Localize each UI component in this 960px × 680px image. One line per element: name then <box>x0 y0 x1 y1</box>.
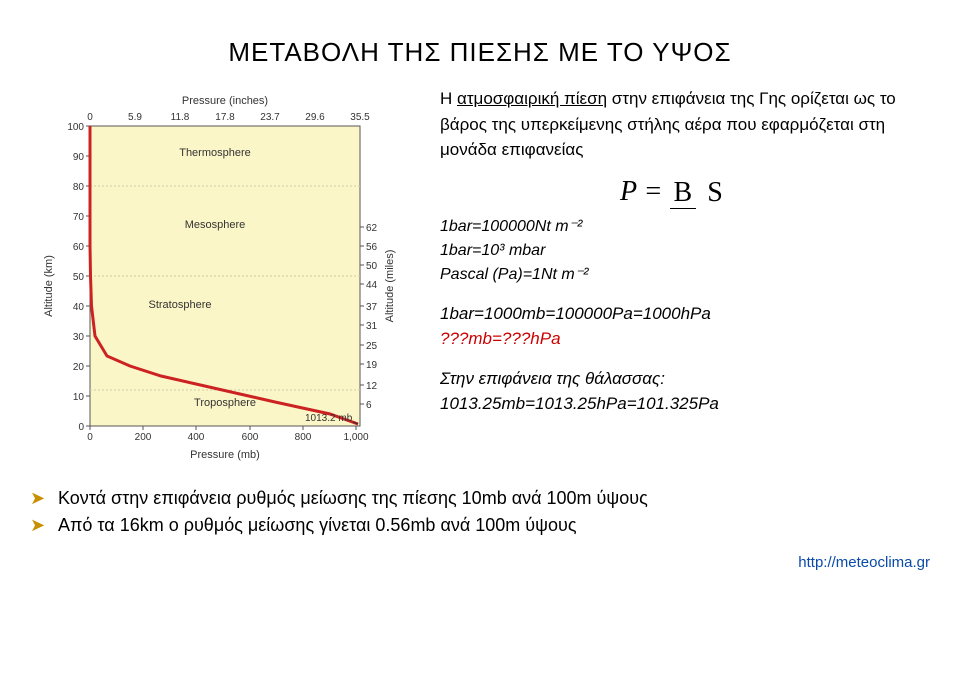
svg-text:0: 0 <box>87 432 93 443</box>
svg-text:44: 44 <box>366 280 378 291</box>
svg-text:29.6: 29.6 <box>305 112 325 123</box>
unit-question: ???mb=???hPa <box>440 326 930 352</box>
def-bar-nt: 1bar=100000Nt m⁻² <box>440 215 930 239</box>
svg-text:1,000: 1,000 <box>343 432 368 443</box>
svg-text:60: 60 <box>73 242 85 253</box>
y-label-right: Altitude (miles) <box>384 250 396 323</box>
y-axis-miles: 6 12 19 25 31 37 44 50 56 62 <box>366 223 378 411</box>
pressure-formula: P = B S <box>620 171 930 213</box>
svg-text:800: 800 <box>295 432 312 443</box>
surface-marker: 1013.2 mb <box>305 413 353 424</box>
svg-text:400: 400 <box>188 432 205 443</box>
x-label-top: Pressure (inches) <box>182 95 268 107</box>
svg-text:0: 0 <box>78 422 84 433</box>
svg-text:31: 31 <box>366 321 378 332</box>
formula-num: B <box>670 177 697 209</box>
def-bar-mbar: 1bar=10³ mbar <box>440 239 930 263</box>
def-pascal: Pascal (Pa)=1Nt m⁻² <box>440 263 930 287</box>
sea-surface-label: Στην επιφάνεια της θάλασσας: <box>440 366 930 392</box>
bullet-1: ➤ Κοντά στην επιφάνεια ρυθμός μείωσης τη… <box>30 488 930 509</box>
svg-text:23.7: 23.7 <box>260 112 280 123</box>
svg-text:25: 25 <box>366 341 378 352</box>
stratosphere-label: Stratosphere <box>149 299 212 311</box>
svg-text:5.9: 5.9 <box>128 112 142 123</box>
formula-den: S <box>703 177 727 208</box>
svg-text:0: 0 <box>87 112 93 123</box>
svg-text:6: 6 <box>366 400 372 411</box>
mesosphere-label: Mesosphere <box>185 219 246 231</box>
svg-text:56: 56 <box>366 242 378 253</box>
sea-surface-block: Στην επιφάνεια της θάλασσας: 1013.25mb=1… <box>440 366 930 417</box>
svg-text:19: 19 <box>366 360 378 371</box>
footer-link[interactable]: http://meteoclima.gr <box>30 554 930 571</box>
bullet-list: ➤ Κοντά στην επιφάνεια ρυθμός μείωσης τη… <box>30 488 930 536</box>
x-axis-mb: 0 200 400 600 800 1,000 <box>87 432 369 443</box>
bullet-2-text: Από τα 16km o ρυθμός μείωσης γίνεται 0.5… <box>58 515 577 536</box>
unit-definitions: 1bar=100000Nt m⁻² 1bar=10³ mbar Pascal (… <box>440 215 930 287</box>
x-axis-inches: 0 5.9 11.8 17.8 23.7 29.6 35.5 <box>87 112 370 123</box>
bullet-1-text: Κοντά στην επιφάνεια ρυθμός μείωσης της … <box>58 488 648 509</box>
svg-text:50: 50 <box>366 261 378 272</box>
svg-text:17.8: 17.8 <box>215 112 235 123</box>
formula-eq: = <box>644 176 663 207</box>
svg-text:11.8: 11.8 <box>171 112 190 123</box>
svg-text:37: 37 <box>366 302 378 313</box>
troposphere-label: Troposphere <box>194 397 256 409</box>
sea-surface-value: 1013.25mb=1013.25hPa=101.325Pa <box>440 391 930 417</box>
svg-text:12: 12 <box>366 381 378 392</box>
svg-text:10: 10 <box>73 392 85 403</box>
svg-text:50: 50 <box>73 272 85 283</box>
svg-text:80: 80 <box>73 182 85 193</box>
formula-lhs: P <box>620 176 637 207</box>
svg-text:30: 30 <box>73 332 85 343</box>
svg-text:200: 200 <box>135 432 152 443</box>
unit-equivalence: 1bar=1000mb=100000Pa=1000hPa <box>440 301 930 327</box>
y-axis-km: 0 10 20 30 40 50 60 70 80 90 100 <box>67 122 84 433</box>
intro-underline: ατμοσφαιρική πίεση <box>457 89 607 108</box>
intro-text: Η ατμοσφαιρική πίεση στην επιφάνεια της … <box>440 86 930 163</box>
svg-text:40: 40 <box>73 302 85 313</box>
page-title: ΜΕΤΑΒΟΛΗ ΤΗΣ ΠΙΕΣΗΣ ΜΕ ΤΟ ΥΨΟΣ <box>30 37 930 68</box>
svg-text:20: 20 <box>73 362 85 373</box>
y-label-left: Altitude (km) <box>43 256 55 318</box>
svg-text:70: 70 <box>73 212 85 223</box>
svg-text:600: 600 <box>242 432 259 443</box>
bullet-arrow-icon: ➤ <box>30 488 48 509</box>
svg-text:100: 100 <box>67 122 84 133</box>
svg-text:90: 90 <box>73 152 85 163</box>
bullet-arrow-icon: ➤ <box>30 515 48 536</box>
thermosphere-label: Thermosphere <box>179 147 251 159</box>
svg-text:62: 62 <box>366 223 378 234</box>
svg-text:35.5: 35.5 <box>350 112 370 123</box>
right-column: Η ατμοσφαιρική πίεση στην επιφάνεια της … <box>440 86 930 466</box>
main-row: 0 10 20 30 40 50 60 70 80 90 100 <box>30 86 930 466</box>
bullet-2: ➤ Από τα 16km o ρυθμός μείωσης γίνεται 0… <box>30 515 930 536</box>
atmosphere-pressure-chart: 0 10 20 30 40 50 60 70 80 90 100 <box>30 86 420 466</box>
x-label-bottom: Pressure (mb) <box>190 449 260 461</box>
